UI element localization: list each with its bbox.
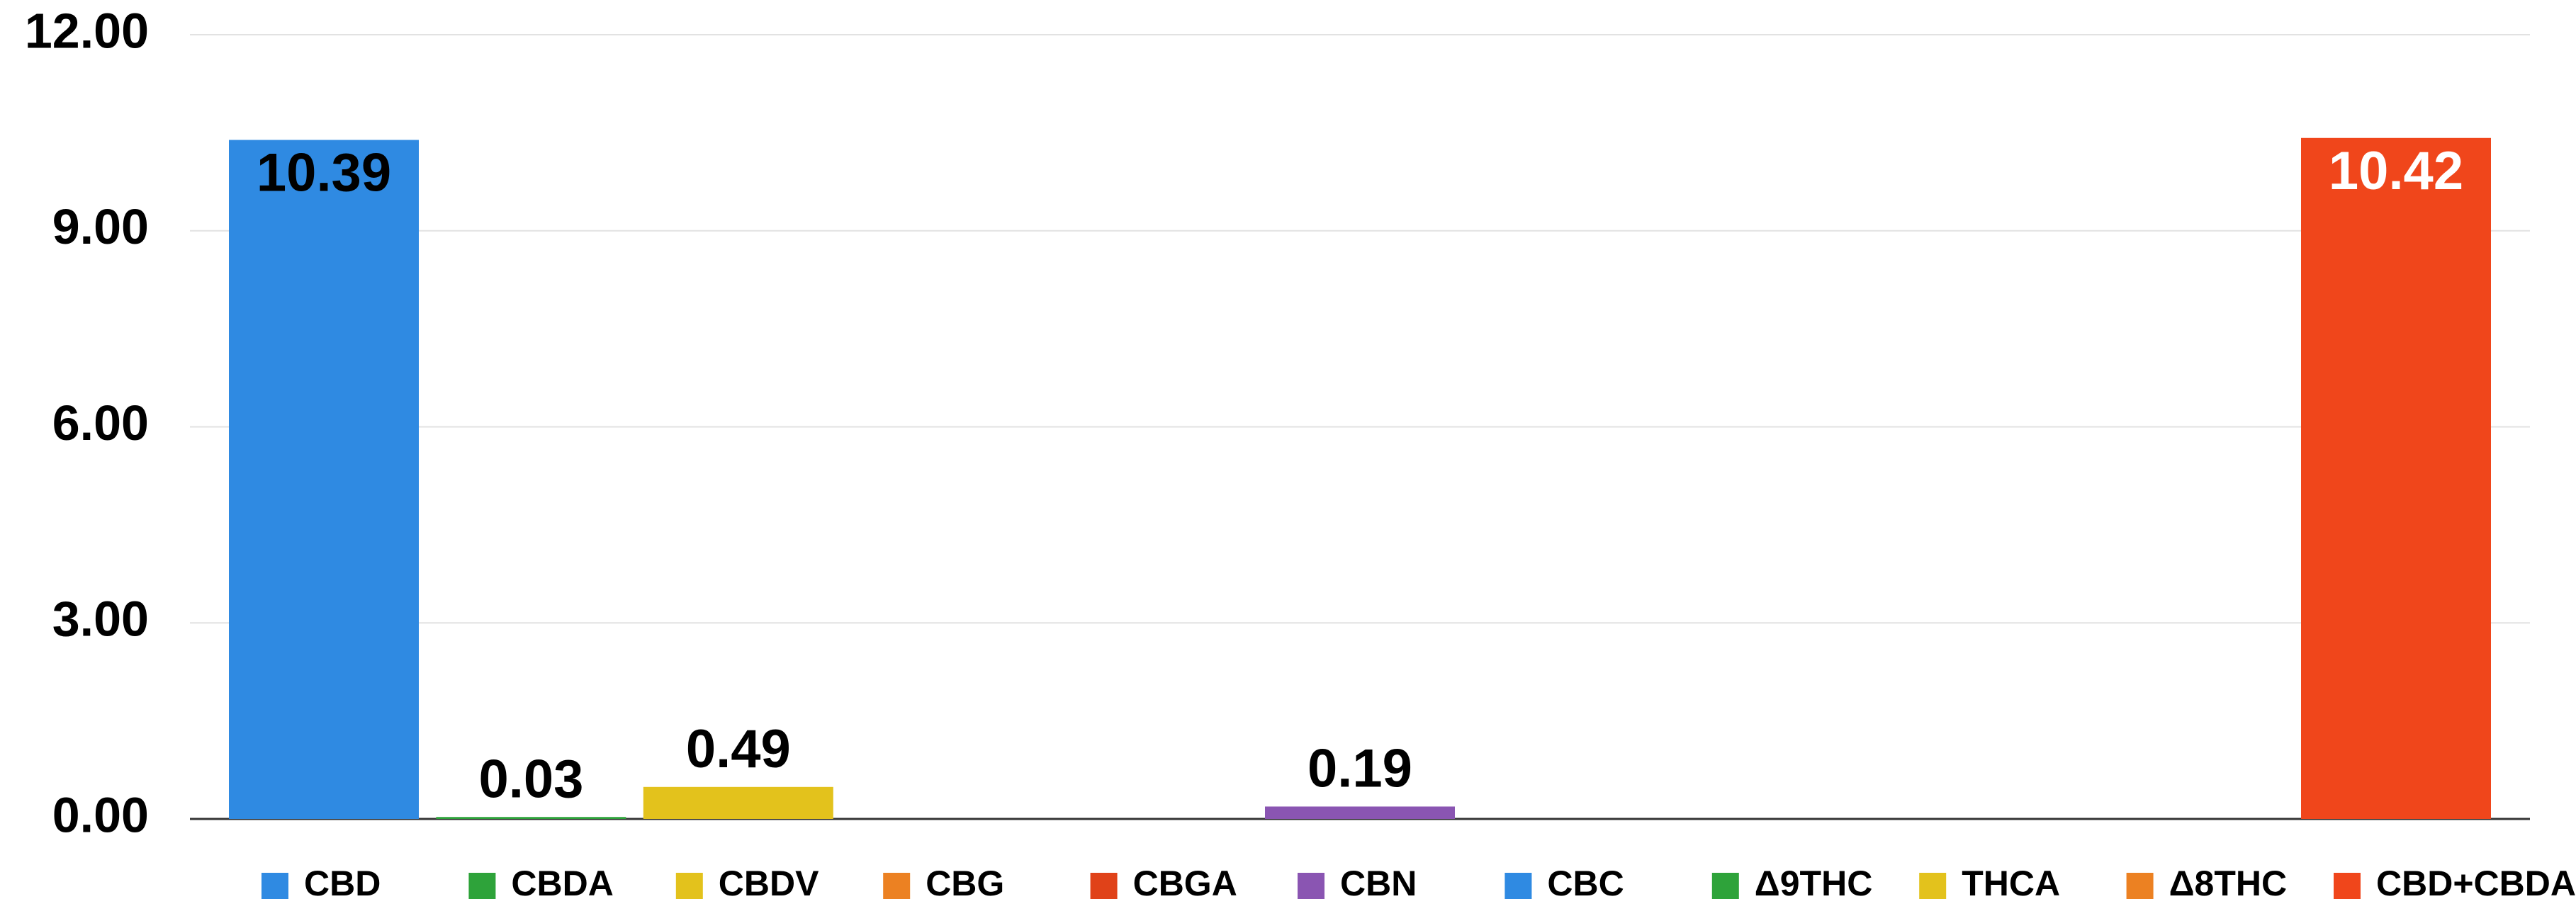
legend-label: CBN xyxy=(1340,864,1417,899)
legend-label: CBDA xyxy=(511,864,613,899)
bar xyxy=(643,786,833,819)
bar xyxy=(1265,806,1455,819)
legend-swatch xyxy=(1504,873,1532,899)
legend-label: Δ9THC xyxy=(1755,864,1873,899)
legend-label: CBD+CBDA xyxy=(2376,864,2576,899)
bar xyxy=(229,140,419,819)
legend-swatch xyxy=(2334,873,2361,899)
legend-label: Δ8THC xyxy=(2169,864,2288,899)
legend-label: CBDV xyxy=(719,864,819,899)
y-tick-label: 12.00 xyxy=(25,3,149,58)
y-tick-label: 0.00 xyxy=(52,787,149,842)
legend-swatch xyxy=(675,873,703,899)
legend-swatch xyxy=(468,873,496,899)
y-tick-label: 3.00 xyxy=(52,592,149,647)
bar xyxy=(436,817,626,819)
legend-label: CBGA xyxy=(1133,864,1237,899)
legend-label: CBC xyxy=(1547,864,1624,899)
legend-swatch xyxy=(883,873,911,899)
legend-label: CBD xyxy=(304,864,381,899)
legend-label: CBG xyxy=(926,864,1004,899)
legend-swatch xyxy=(261,873,288,899)
y-tick-label: 9.00 xyxy=(52,199,149,254)
legend-swatch xyxy=(2126,873,2154,899)
value-label: 10.42 xyxy=(2329,141,2463,201)
legend-swatch xyxy=(1919,873,1947,899)
value-label: 0.03 xyxy=(478,749,583,809)
y-tick-label: 6.00 xyxy=(52,395,149,451)
value-label: 0.49 xyxy=(686,719,791,779)
value-label: 10.39 xyxy=(257,143,391,203)
value-label: 0.19 xyxy=(1307,739,1412,799)
legend-swatch xyxy=(1711,873,1739,899)
legend-label: THCA xyxy=(1962,864,2060,899)
legend-swatch xyxy=(1298,873,1324,899)
legend-swatch xyxy=(1090,873,1118,899)
bar xyxy=(2301,137,2491,819)
